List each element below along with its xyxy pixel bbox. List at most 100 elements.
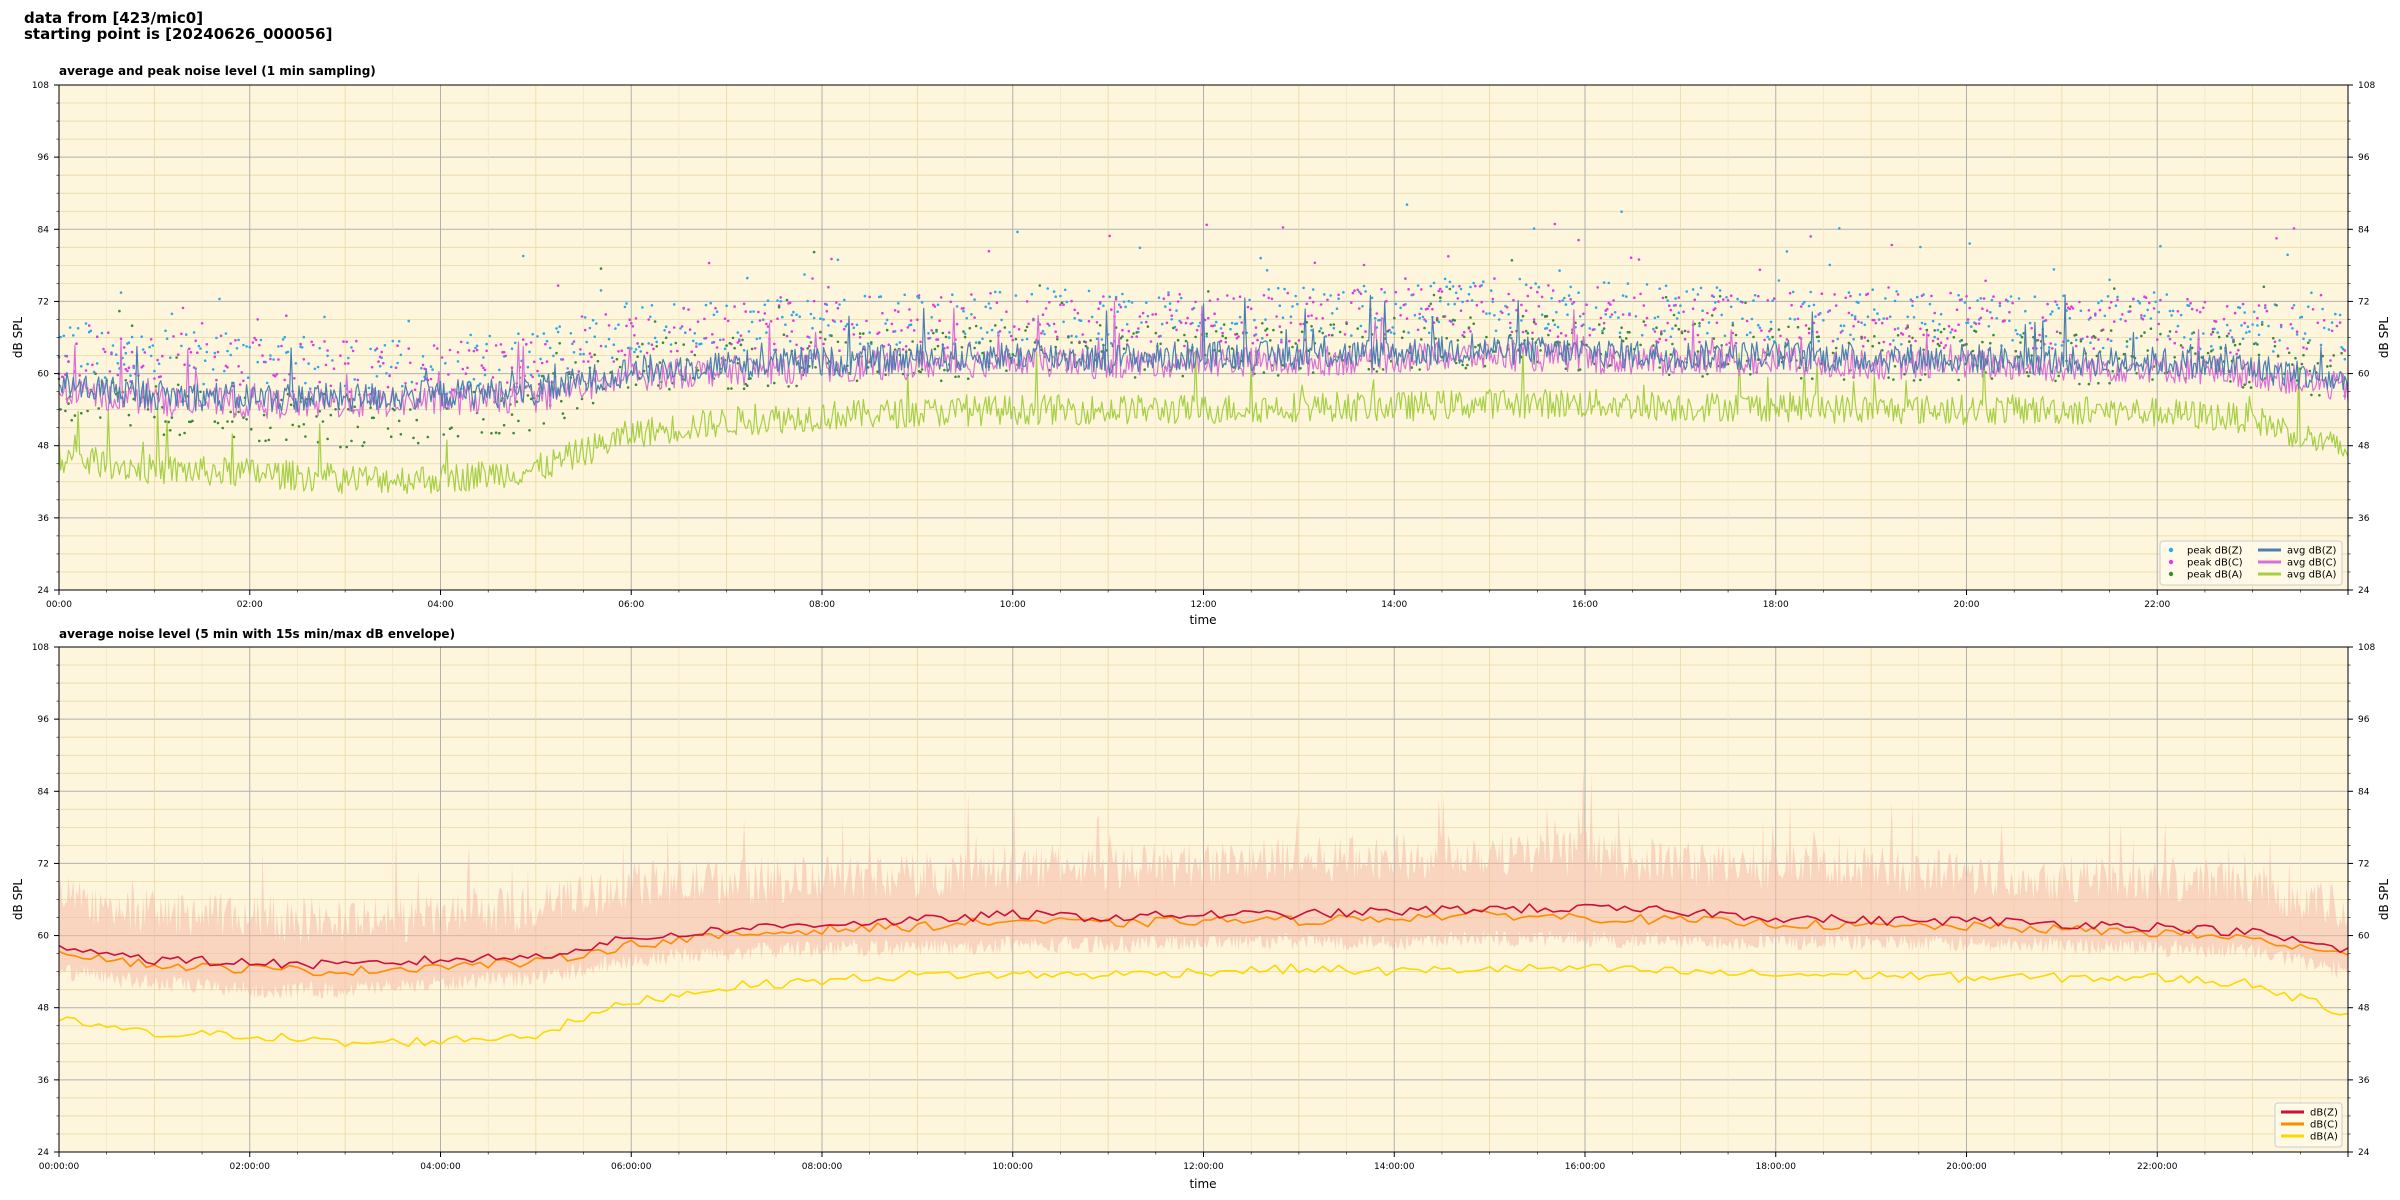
point	[2329, 364, 2332, 368]
point	[1985, 309, 1989, 313]
point	[580, 397, 584, 401]
point	[1763, 338, 1766, 342]
point	[757, 310, 760, 314]
point	[571, 342, 574, 346]
point	[103, 350, 107, 354]
point	[1435, 316, 1439, 320]
point	[1270, 297, 1274, 301]
point	[1669, 335, 1673, 339]
point	[2054, 343, 2057, 346]
point	[811, 326, 814, 330]
point	[766, 299, 770, 303]
point	[1936, 342, 1940, 346]
point	[1710, 314, 1714, 317]
point	[733, 305, 736, 308]
point	[1936, 328, 1940, 332]
point	[2167, 334, 2170, 338]
point	[1281, 316, 1285, 320]
point	[1089, 339, 1092, 342]
point	[2319, 343, 2323, 347]
point	[1852, 324, 1855, 328]
point	[1469, 285, 1472, 289]
point	[897, 302, 900, 305]
point	[2275, 304, 2278, 307]
point	[478, 382, 482, 386]
point	[2157, 310, 2161, 314]
point	[612, 360, 616, 363]
point	[1604, 313, 1607, 316]
point	[1799, 377, 1803, 380]
point	[2108, 306, 2111, 310]
point	[892, 330, 895, 333]
point	[1861, 345, 1865, 348]
point	[2089, 316, 2092, 320]
point	[355, 339, 358, 343]
point	[2198, 310, 2202, 314]
point	[617, 350, 620, 353]
point	[1087, 319, 1091, 323]
point	[990, 328, 994, 332]
point	[1262, 294, 1266, 297]
point	[742, 349, 746, 352]
point	[1911, 336, 1914, 340]
point	[1011, 353, 1015, 356]
point	[1014, 337, 1018, 341]
point	[1167, 291, 1170, 294]
point	[1938, 344, 1941, 348]
point	[1524, 283, 1528, 287]
point	[1439, 299, 1442, 303]
point	[1307, 314, 1310, 318]
point	[353, 378, 357, 381]
point	[2173, 356, 2176, 359]
point	[1920, 294, 1924, 298]
point	[1701, 309, 1704, 313]
point	[2233, 343, 2237, 347]
point	[1110, 308, 1113, 311]
point	[1456, 339, 1460, 342]
point	[1884, 297, 1887, 300]
point	[1677, 311, 1681, 315]
point	[2055, 330, 2059, 334]
point	[1566, 313, 1569, 317]
point	[1942, 346, 1946, 350]
point	[709, 301, 712, 305]
point	[1534, 322, 1537, 326]
point	[1990, 298, 1994, 302]
point	[1359, 324, 1363, 328]
point	[680, 325, 684, 328]
point	[1639, 292, 1642, 296]
point	[2225, 334, 2229, 338]
point	[1877, 318, 1881, 321]
point	[2291, 327, 2294, 330]
point	[1960, 338, 1963, 342]
point	[1637, 258, 1641, 261]
point	[579, 348, 582, 351]
point	[1849, 333, 1852, 337]
point	[1550, 297, 1553, 300]
point	[1132, 332, 1135, 335]
point	[1822, 319, 1825, 322]
point	[356, 425, 360, 429]
point	[2087, 382, 2091, 386]
point	[1558, 300, 1561, 303]
point	[84, 322, 88, 325]
point	[1491, 297, 1495, 301]
point	[620, 349, 623, 353]
point	[1262, 371, 1266, 374]
point	[2168, 330, 2172, 333]
point	[626, 346, 630, 350]
point	[1235, 332, 1239, 336]
point	[1380, 287, 1383, 291]
point	[1609, 363, 1612, 367]
point	[1701, 318, 1704, 322]
point	[1005, 369, 1008, 373]
point	[184, 333, 188, 336]
point	[1912, 316, 1916, 319]
point	[1191, 307, 1194, 311]
y-tick-label-right: 60	[2358, 370, 2370, 380]
point	[868, 331, 871, 334]
point	[2143, 314, 2146, 318]
legend-label: dB(Z)	[2310, 1108, 2338, 1119]
point	[1933, 329, 1936, 332]
point	[2257, 333, 2261, 337]
